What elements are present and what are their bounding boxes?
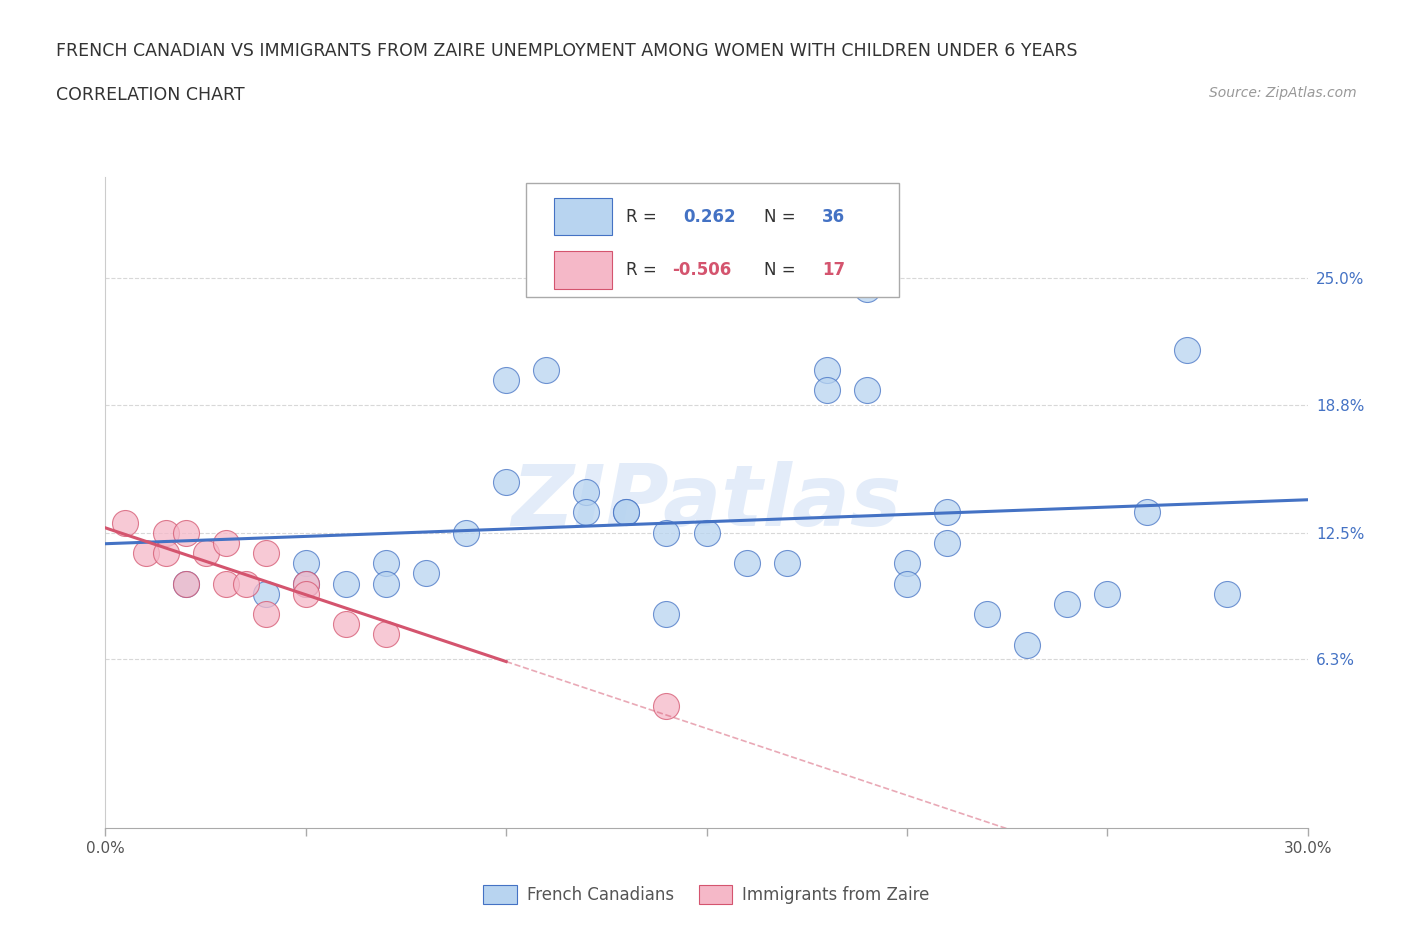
Legend: French Canadians, Immigrants from Zaire: French Canadians, Immigrants from Zaire: [477, 878, 936, 910]
Point: [194, 546, 217, 561]
Text: R =: R =: [626, 261, 657, 279]
Point: [1056, 596, 1078, 611]
Point: [616, 505, 638, 520]
Point: [235, 577, 257, 591]
Point: [896, 556, 918, 571]
Point: [575, 485, 598, 499]
Text: 0.262: 0.262: [683, 207, 737, 226]
Text: FRENCH CANADIAN VS IMMIGRANTS FROM ZAIRE UNEMPLOYMENT AMONG WOMEN WITH CHILDREN : FRENCH CANADIAN VS IMMIGRANTS FROM ZAIRE…: [56, 42, 1078, 60]
Text: Source: ZipAtlas.com: Source: ZipAtlas.com: [1209, 86, 1357, 100]
Point: [976, 606, 998, 621]
Point: [335, 617, 357, 631]
Point: [815, 363, 838, 378]
Point: [655, 525, 678, 540]
Bar: [554, 251, 612, 289]
Point: [254, 546, 277, 561]
Point: [1017, 637, 1039, 652]
Point: [374, 627, 398, 642]
Point: [495, 373, 517, 388]
Text: N =: N =: [765, 261, 796, 279]
Point: [174, 525, 197, 540]
Point: [295, 577, 318, 591]
Point: [114, 515, 136, 530]
Point: [295, 577, 318, 591]
Point: [655, 698, 678, 713]
Point: [575, 505, 598, 520]
Point: [214, 536, 236, 551]
FancyBboxPatch shape: [526, 183, 898, 298]
Point: [454, 525, 477, 540]
Point: [696, 525, 718, 540]
Point: [1097, 586, 1119, 601]
Text: -0.506: -0.506: [672, 261, 731, 279]
Text: CORRELATION CHART: CORRELATION CHART: [56, 86, 245, 103]
Point: [735, 556, 758, 571]
Point: [135, 546, 157, 561]
Point: [1216, 586, 1239, 601]
Point: [1136, 505, 1159, 520]
Point: [655, 606, 678, 621]
Text: 36: 36: [823, 207, 845, 226]
Point: [616, 505, 638, 520]
Point: [815, 383, 838, 398]
Point: [855, 281, 877, 296]
Point: [254, 586, 277, 601]
Point: [896, 577, 918, 591]
Point: [155, 546, 177, 561]
Point: [495, 474, 517, 489]
Point: [374, 556, 398, 571]
Point: [254, 606, 277, 621]
Text: ZIPatlas: ZIPatlas: [512, 460, 901, 544]
Bar: [554, 198, 612, 235]
Point: [374, 577, 398, 591]
Point: [855, 383, 877, 398]
Point: [295, 556, 318, 571]
Point: [214, 577, 236, 591]
Point: [174, 577, 197, 591]
Point: [1177, 342, 1199, 357]
Text: N =: N =: [765, 207, 796, 226]
Text: R =: R =: [626, 207, 657, 226]
Point: [174, 577, 197, 591]
Text: 17: 17: [823, 261, 845, 279]
Point: [936, 505, 959, 520]
Point: [776, 556, 799, 571]
Point: [295, 586, 318, 601]
Point: [534, 363, 557, 378]
Point: [155, 525, 177, 540]
Point: [936, 536, 959, 551]
Point: [415, 566, 437, 581]
Point: [335, 577, 357, 591]
